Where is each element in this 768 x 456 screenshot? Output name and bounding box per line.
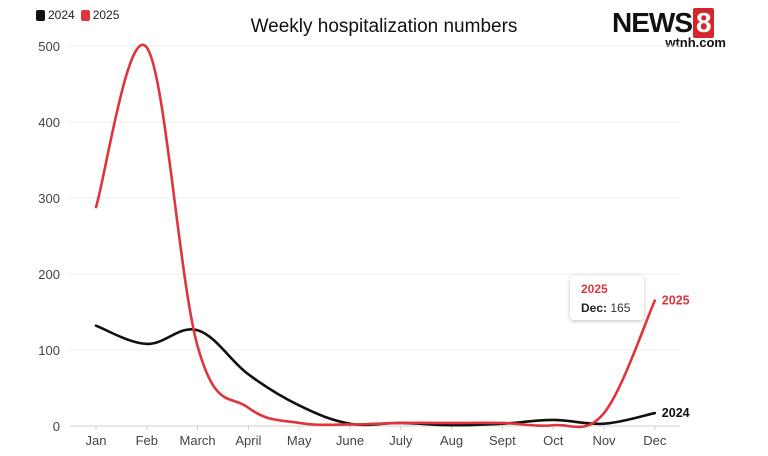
series-line-2025 — [94, 43, 657, 429]
x-tick-label: March — [180, 433, 216, 448]
legend-swatch-2025 — [80, 9, 90, 21]
x-tick-label: Nov — [592, 433, 616, 448]
series-lines — [94, 43, 657, 429]
y-tick-label: 200 — [38, 267, 60, 282]
tooltip: 2025 Dec: 165 — [570, 276, 644, 320]
logo-wordmark: NEWS 8 — [612, 8, 714, 38]
x-tick-label: July — [389, 433, 413, 448]
x-tick-label: Sept — [489, 433, 516, 448]
y-tick-label: 500 — [38, 39, 60, 54]
x-tick-label: Aug — [440, 433, 463, 448]
tooltip-series: 2025 — [581, 282, 608, 296]
y-tick-label: 0 — [53, 419, 60, 434]
y-tick-label: 300 — [38, 191, 60, 206]
end-label-2024: 2024 — [662, 406, 690, 420]
end-label-2025: 2025 — [662, 294, 690, 308]
x-tick-label: Feb — [136, 433, 158, 448]
x-tick-label: April — [235, 433, 261, 448]
y-tick-label: 400 — [38, 115, 60, 130]
y-axis-ticks: 0 100 200 300 400 500 — [38, 39, 60, 434]
legend: 2024 2025 — [36, 8, 119, 22]
logo-news-text: NEWS — [612, 7, 693, 38]
series-line-2024 — [94, 324, 657, 427]
series-end-labels: 2024 2025 — [662, 294, 690, 420]
x-tick-label: Jan — [86, 433, 107, 448]
legend-item-2025[interactable]: 2025 — [80, 8, 120, 22]
legend-label-2024: 2024 — [48, 8, 75, 22]
tooltip-label: Dec: — [581, 301, 608, 315]
x-axis-ticks: Jan Feb March April May June July Aug Sept Oct Nov… — [86, 426, 667, 448]
chart-title: Weekly hospitalization numbers — [250, 16, 518, 37]
tooltip-value-line: Dec: 165 — [581, 301, 644, 315]
tooltip-value: 165 — [610, 301, 631, 315]
x-tick-label: June — [336, 433, 364, 448]
x-tick-label: Dec — [643, 433, 667, 448]
logo-number: 8 — [693, 8, 714, 38]
y-tick-label: 100 — [38, 343, 60, 358]
news8-logo: NEWS 8 wtnh.com — [612, 8, 728, 52]
logo-site: wtnh.com — [665, 35, 726, 50]
legend-item-2024[interactable]: 2024 — [36, 8, 75, 22]
legend-swatch-2024 — [36, 9, 45, 21]
x-tick-label: Oct — [543, 433, 564, 448]
legend-label-2025: 2025 — [92, 8, 120, 22]
x-tick-label: May — [287, 433, 312, 448]
